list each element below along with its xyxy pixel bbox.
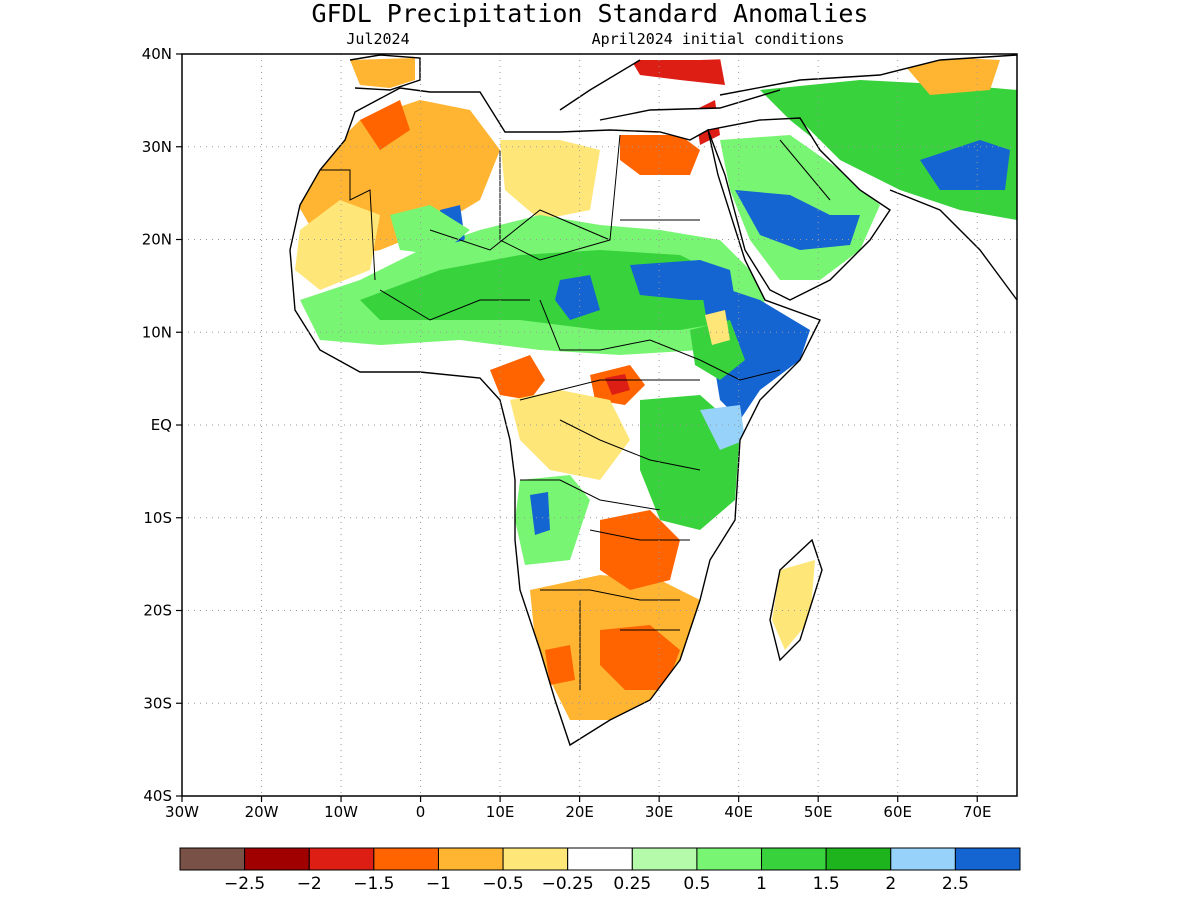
lat-tick-label: 20N: [142, 231, 172, 249]
initial-conditions-label: April2024 initial conditions: [592, 30, 845, 48]
anomaly-iran-strong-wet: [920, 140, 1010, 190]
coastlines: [289, 54, 1017, 747]
latitude-ticks: 40N 30N 20N 10N EQ 10S 20S 30S 40S: [142, 45, 182, 805]
colorbar-label: −0.5: [482, 874, 523, 894]
anomaly-cameroon-dry: [490, 355, 545, 400]
anomaly-congo-weak-dry: [510, 390, 630, 480]
colorbar-label: −1.5: [353, 874, 394, 894]
colorbar-label: −2.5: [224, 874, 265, 894]
lon-tick-label: 70E: [963, 803, 992, 821]
colorbar-swatch: [502, 847, 569, 871]
anomaly-west-sahara-weak-dry: [295, 200, 380, 290]
colorbar-label: −2: [297, 874, 322, 894]
anomaly-zambia-dry: [600, 510, 680, 590]
anomaly-horn-of-africa-wet: [700, 280, 810, 420]
colorbar-swatch: [890, 847, 956, 871]
colorbar-swatch: [244, 847, 310, 871]
colorbar-label: 2: [885, 874, 896, 894]
map-area: [182, 54, 1017, 796]
lon-tick-label: 20W: [245, 803, 279, 821]
anomaly-namibia-dry: [545, 645, 575, 685]
anomaly-iberia-dry: [350, 58, 415, 88]
valid-month-label: Jul2024: [346, 30, 409, 48]
anomaly-ethiopia-moderate-wet: [690, 320, 745, 380]
lon-tick-label: 30E: [645, 803, 674, 821]
anomaly-arabia-strong-wet: [735, 190, 860, 250]
lat-tick-label: 30S: [143, 694, 172, 712]
colorbar-label: −1: [426, 874, 451, 894]
colorbar-swatch: [825, 847, 892, 871]
colorbar-label: 0.5: [683, 874, 710, 894]
colorbar-swatch: [308, 847, 375, 871]
anomaly-car-strong-dry: [605, 374, 630, 395]
colorbar-swatch: [954, 847, 1021, 871]
lon-tick-label: 20E: [565, 803, 594, 821]
colorbar-label: 2.5: [942, 874, 969, 894]
lon-tick-label: 10W: [324, 803, 358, 821]
anomaly-kenya-strong-wet: [700, 405, 745, 450]
graticule: [182, 54, 1017, 796]
lon-tick-label: 50E: [804, 803, 833, 821]
colorbar-swatch: [631, 847, 698, 871]
anomaly-chad-strong-wet: [555, 275, 600, 320]
lon-tick-label: 0: [416, 803, 426, 821]
anomaly-turkey-strong-dry: [630, 58, 725, 85]
colorbar-label: −0.25: [542, 874, 594, 894]
lon-tick-label: 30W: [165, 803, 199, 821]
colorbar-swatch: [761, 847, 827, 871]
colorbar-label: 1.5: [813, 874, 840, 894]
lat-tick-label: 40N: [142, 45, 172, 63]
lat-tick-label: 20S: [143, 602, 172, 620]
colorbar-swatch: [373, 847, 439, 871]
anomaly-morocco-dry: [360, 100, 410, 150]
lon-tick-label: 60E: [883, 803, 912, 821]
lat-tick-label: 40S: [143, 787, 172, 805]
anomaly-egypt-dry: [620, 135, 700, 175]
lon-tick-label: 10E: [486, 803, 515, 821]
anomaly-pakistan-weak-dry: [900, 58, 1000, 95]
lat-tick-label: 10S: [143, 509, 172, 527]
lat-tick-label: 30N: [142, 138, 172, 156]
lon-tick-label: 40E: [724, 803, 753, 821]
colorbar-label: 1: [756, 874, 767, 894]
colorbar-swatch: [179, 847, 246, 871]
anomaly-madagascar-weak-dry: [772, 560, 815, 650]
colorbar-label: 0.25: [613, 874, 651, 894]
map-title: GFDL Precipitation Standard Anomalies: [312, 0, 869, 28]
colorbar-swatch: [696, 847, 763, 871]
country-borders: [320, 134, 831, 690]
longitude-ticks: 30W 20W 10W 0 10E 20E 30E 40E 50E 60E 70E: [165, 796, 992, 821]
anomaly-south-africa-dry: [600, 625, 680, 690]
lat-tick-label: EQ: [151, 416, 172, 434]
anomaly-libya-weak-dry: [500, 140, 600, 220]
anomaly-ethiopia-highlands-dry: [705, 310, 730, 345]
colorbar-swatch: [567, 847, 633, 871]
colorbar-swatch: [437, 847, 504, 871]
lat-tick-label: 10N: [142, 323, 172, 341]
colorbar: −2.5 −2 −1.5 −1 −0.5 −0.25 0.25 0.5 1 1.5 2 2.5: [179, 847, 1021, 894]
anomaly-angola-strong-wet: [530, 492, 550, 535]
